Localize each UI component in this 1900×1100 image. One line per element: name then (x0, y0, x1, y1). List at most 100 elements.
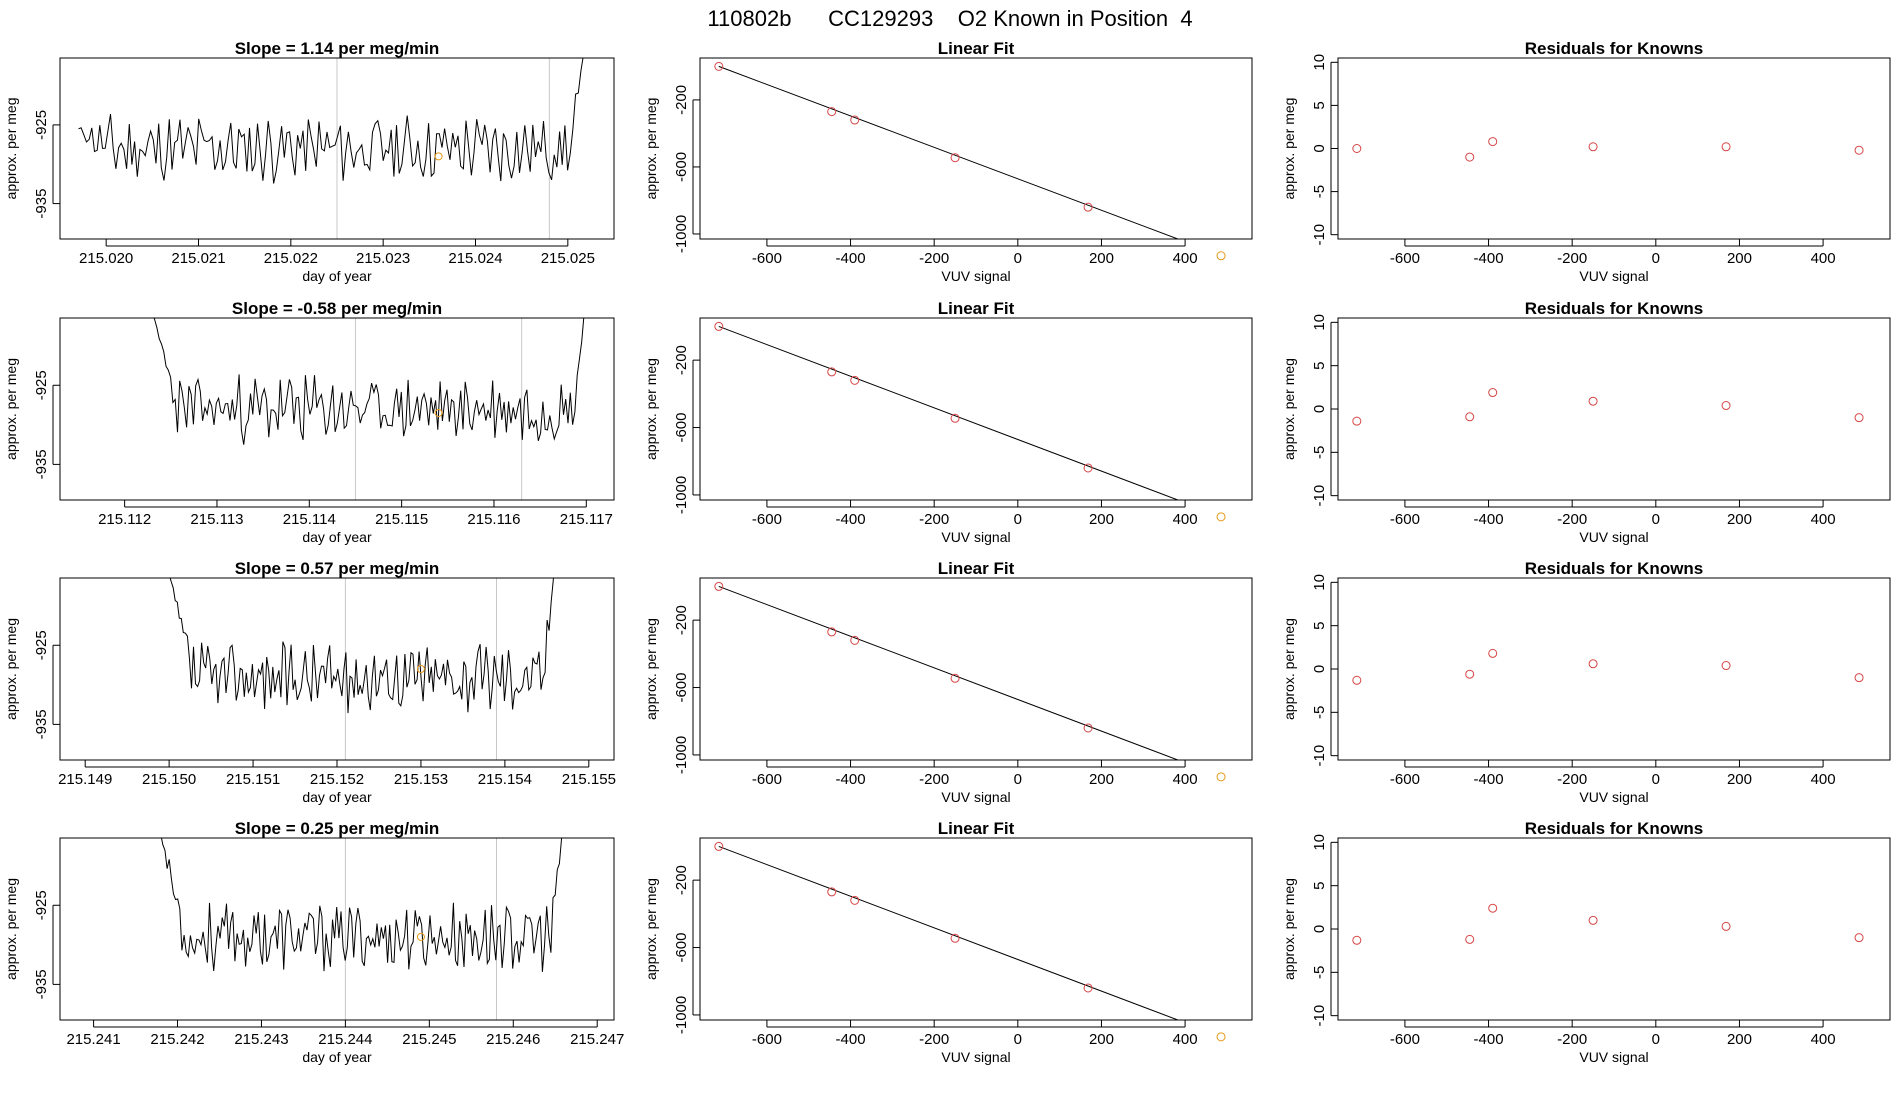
y-axis-label: approx. per meg (1281, 878, 1297, 980)
data-point (1488, 388, 1498, 398)
plot-area (718, 585, 1180, 760)
y-tick-label: -200 (673, 85, 690, 115)
highlight-point (416, 932, 425, 941)
panel-title: Linear Fit (938, 299, 1015, 318)
data-trace (169, 578, 554, 714)
x-tick-label: 215.114 (283, 511, 336, 528)
data-point (1488, 648, 1498, 658)
data-point (850, 375, 860, 385)
panel-2-2: Residuals for Knowns -600 -400 -200 0 200 400 V… (1281, 559, 1891, 805)
x-tick-label: -600 (752, 250, 782, 267)
y-tick-label: -935 (33, 709, 50, 739)
highlight-point (416, 665, 425, 673)
data-point (1083, 202, 1093, 212)
x-tick-label: -400 (1474, 1031, 1504, 1048)
x-tick-label: 215.112 (98, 511, 151, 528)
y-axis-label: approx. per meg (643, 98, 659, 200)
panel-title: Slope = 0.57 per meg/min (235, 559, 440, 578)
panel-2-1: Residuals for Knowns -600 -400 -200 0 200 400 V… (1281, 299, 1891, 545)
data-point (850, 635, 860, 645)
x-axis-label: VUV signal (1579, 789, 1648, 805)
x-tick-label: 200 (1727, 511, 1752, 528)
panel-title: Slope = -0.58 per meg/min (232, 299, 442, 318)
panel-title: Residuals for Knowns (1525, 299, 1704, 318)
y-tick-label: -935 (33, 189, 50, 219)
x-tick-label: 0 (1014, 1031, 1022, 1048)
y-tick-label: -5 (1311, 706, 1328, 719)
x-axis-label: VUV signal (941, 268, 1010, 284)
x-tick-label: 215.021 (171, 250, 225, 267)
data-point (1588, 659, 1598, 669)
x-tick-label: -400 (836, 511, 866, 528)
y-tick-label: -600 (673, 152, 690, 182)
panels: Slope = 1.14 per meg/min 215.020 215.021 21… (3, 39, 1891, 1065)
fit-line (718, 65, 1180, 239)
x-tick-label: 215.243 (234, 1031, 288, 1048)
x-tick-label: 400 (1173, 511, 1198, 528)
y-tick-label: -10 (1311, 1005, 1328, 1027)
x-tick-label: 215.151 (226, 771, 280, 788)
x-tick-label: 215.155 (562, 771, 616, 788)
y-tick-label: -935 (33, 969, 50, 999)
y-tick-label: -925 (33, 890, 50, 920)
data-point (827, 887, 837, 897)
y-tick-label: 10 (1311, 834, 1328, 851)
x-tick-label: 400 (1173, 1031, 1198, 1048)
data-point (1465, 934, 1475, 944)
y-axis-label: approx. per meg (3, 618, 19, 720)
data-point (1083, 723, 1093, 733)
x-tick-label: 215.113 (190, 511, 243, 528)
x-tick-label: -200 (919, 771, 949, 788)
data-point (1588, 915, 1598, 925)
x-axis-label: day of year (302, 1049, 372, 1065)
x-tick-label: -400 (1474, 250, 1504, 267)
x-tick-label: 215.241 (66, 1031, 120, 1048)
y-tick-label: -200 (673, 865, 690, 895)
y-tick-label: -1000 (673, 215, 690, 253)
data-point (827, 367, 837, 377)
x-tick-label: -600 (752, 771, 782, 788)
x-tick-label: 215.150 (142, 771, 196, 788)
plot-frame (1337, 317, 1891, 501)
x-tick-label: -200 (1557, 511, 1587, 528)
plot-frame (699, 317, 1253, 501)
x-tick-label: -200 (1557, 250, 1587, 267)
y-tick-label: -925 (33, 370, 50, 400)
panel-title: Linear Fit (938, 819, 1015, 838)
data-point (1854, 413, 1864, 423)
data-point (1854, 933, 1864, 943)
data-point (850, 895, 860, 905)
data-point (1083, 983, 1093, 993)
panel-0-2: Slope = 0.57 per meg/min 215.149 215.150 21… (3, 559, 616, 805)
y-tick-label: -925 (33, 110, 50, 140)
plot-frame (699, 57, 1253, 240)
y-tick-label: -1000 (673, 476, 690, 514)
y-axis-label: approx. per meg (3, 98, 19, 200)
x-tick-label: 400 (1173, 771, 1198, 788)
x-tick-label: 215.020 (79, 250, 133, 267)
panel-0-1: Slope = -0.58 per meg/min 215.112 215.113 2… (3, 299, 615, 545)
y-axis-label: approx. per meg (643, 618, 659, 720)
data-point (1488, 137, 1498, 147)
x-tick-label: -600 (1390, 511, 1420, 528)
x-tick-label: -600 (752, 1031, 782, 1048)
x-tick-label: 215.024 (448, 250, 502, 267)
y-tick-label: 0 (1311, 665, 1328, 673)
y-axis-label: approx. per meg (1281, 98, 1297, 200)
x-tick-label: 200 (1727, 250, 1752, 267)
data-point (950, 673, 960, 683)
x-tick-label: 200 (1089, 511, 1114, 528)
plot-frame (1337, 837, 1891, 1021)
y-tick-label: 10 (1311, 314, 1328, 331)
data-point (1588, 142, 1598, 152)
x-tick-label: 0 (1014, 511, 1022, 528)
y-tick-label: 0 (1311, 144, 1328, 152)
data-point (1352, 675, 1362, 685)
x-tick-label: 400 (1811, 250, 1836, 267)
x-tick-label: 400 (1173, 250, 1198, 267)
plot-area (718, 845, 1180, 1020)
data-trace (78, 58, 584, 184)
x-tick-label: 215.154 (478, 771, 532, 788)
y-tick-label: -10 (1311, 224, 1328, 246)
